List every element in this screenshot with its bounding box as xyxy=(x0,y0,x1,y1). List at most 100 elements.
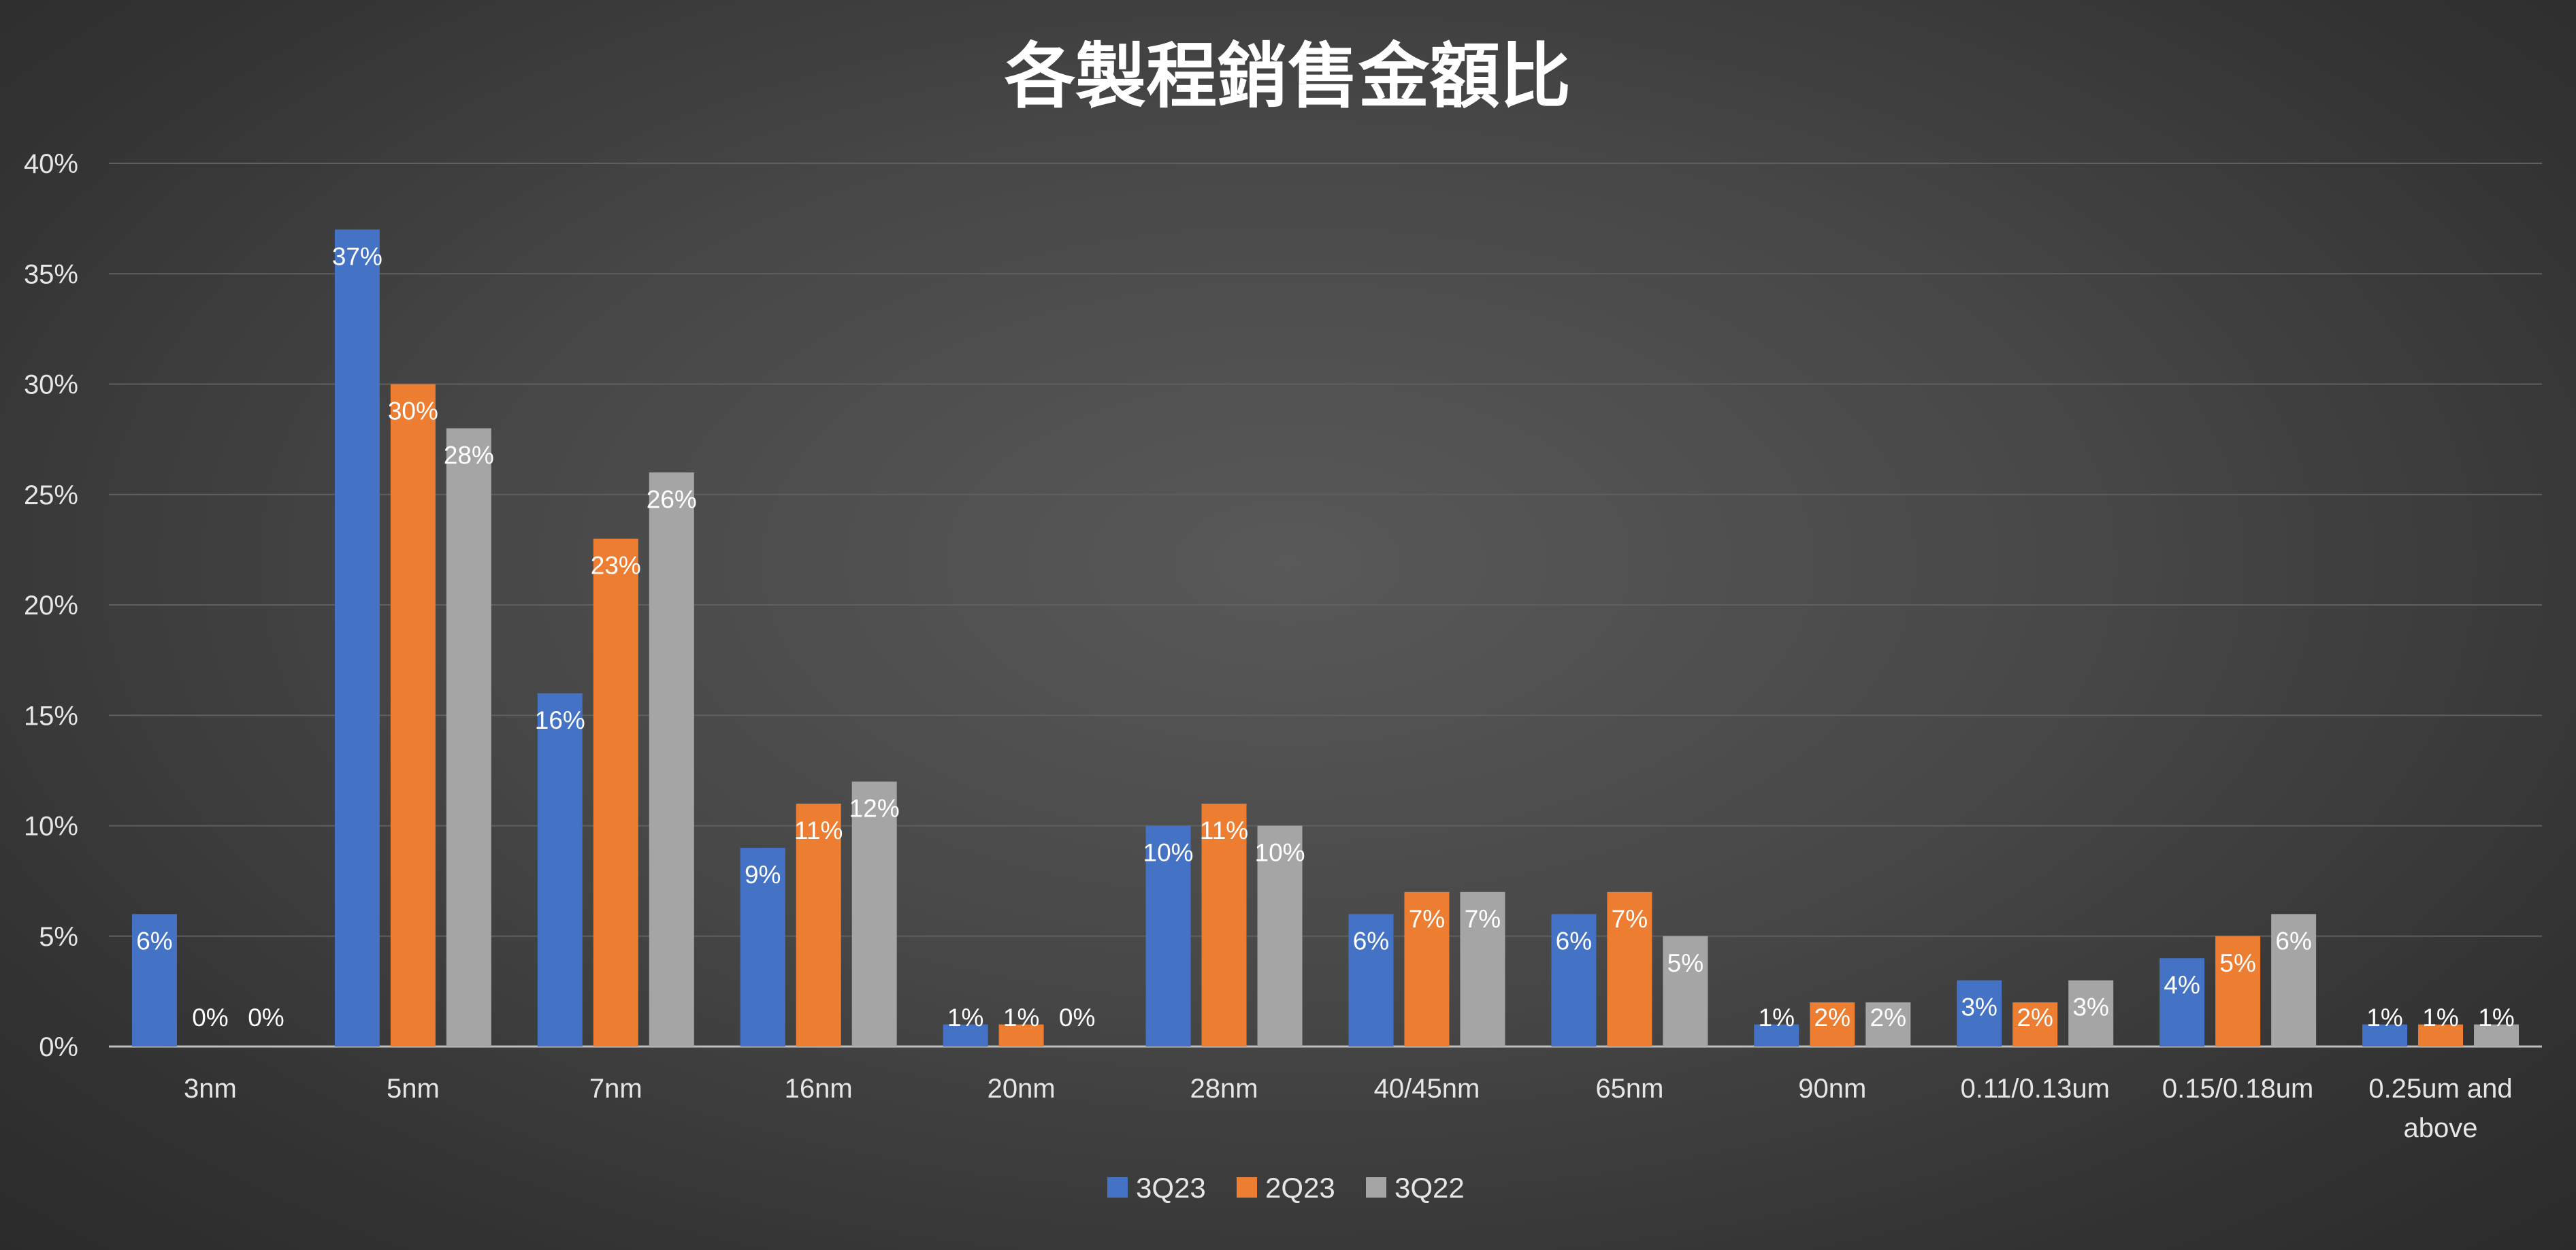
data-label: 5% xyxy=(2219,949,2255,977)
data-label: 1% xyxy=(2478,1004,2514,1032)
legend-swatch xyxy=(1107,1177,1128,1198)
bar-3q23-0 xyxy=(131,914,177,1047)
data-label: 0% xyxy=(248,1004,284,1032)
data-label: 0% xyxy=(192,1004,228,1032)
data-label: 7% xyxy=(1465,905,1501,933)
data-label: 30% xyxy=(388,397,438,425)
y-tick-label: 40% xyxy=(24,149,78,179)
bar-3q23-9 xyxy=(1957,980,2002,1047)
legend-item-3q22: 3Q22 xyxy=(1366,1172,1465,1204)
data-label: 23% xyxy=(591,552,641,580)
chart-title: 各製程銷售金額比 xyxy=(1005,35,1571,118)
data-label: 4% xyxy=(2164,971,2200,999)
bar-3q23-7 xyxy=(1551,914,1597,1047)
data-label: 6% xyxy=(2275,927,2311,955)
bar-3q22-9 xyxy=(2068,980,2114,1047)
data-label: 1% xyxy=(947,1004,983,1032)
data-label: 6% xyxy=(1353,927,1389,955)
bar-3q22-8 xyxy=(1865,1002,1911,1047)
data-label: 10% xyxy=(1255,839,1305,867)
x-category-label: 40/45nm xyxy=(1374,1074,1480,1104)
bar-2q23-11 xyxy=(2418,1024,2464,1047)
data-label: 3% xyxy=(1961,993,1997,1021)
data-label: 26% xyxy=(647,485,697,513)
legend-item-2q23: 2Q23 xyxy=(1237,1172,1335,1204)
data-label: 10% xyxy=(1143,839,1194,867)
bar-2q23-7 xyxy=(1607,891,1652,1047)
data-label: 11% xyxy=(794,817,843,844)
data-label: 3% xyxy=(2072,993,2108,1021)
data-label: 0% xyxy=(1059,1004,1095,1032)
y-tick-label: 30% xyxy=(24,370,78,400)
x-category-label: 65nm xyxy=(1595,1074,1663,1104)
data-label: 16% xyxy=(535,706,585,734)
bar-3q22-2 xyxy=(649,472,694,1047)
bar-2q23-2 xyxy=(593,538,638,1047)
bar-3q22-10 xyxy=(2271,914,2317,1047)
data-label: 7% xyxy=(1409,905,1445,933)
x-category-label: 20nm xyxy=(988,1074,1056,1104)
data-label: 5% xyxy=(1667,949,1703,977)
bar-3q23-4 xyxy=(943,1024,988,1047)
x-category-label: 7nm xyxy=(589,1074,642,1104)
data-label: 1% xyxy=(2366,1004,2402,1032)
data-label: 28% xyxy=(444,441,494,469)
y-tick-label: 15% xyxy=(24,701,78,731)
y-tick-label: 35% xyxy=(24,259,78,289)
bar-2q23-6 xyxy=(1404,891,1450,1047)
bar-3q22-3 xyxy=(851,781,897,1047)
x-category-label: 16nm xyxy=(785,1074,853,1104)
data-label: 1% xyxy=(1759,1004,1795,1032)
bar-2q23-8 xyxy=(1810,1002,1855,1047)
gridlines xyxy=(109,163,2542,1048)
data-label: 2% xyxy=(2017,1004,2053,1032)
bar-3q22-1 xyxy=(446,428,491,1047)
legend-label: 2Q23 xyxy=(1265,1172,1335,1204)
bar-2q23-9 xyxy=(2012,1002,2058,1047)
bar-2q23-4 xyxy=(998,1024,1044,1047)
bar-3q23-8 xyxy=(1754,1024,1799,1047)
legend-label: 3Q23 xyxy=(1136,1172,1206,1204)
legend-swatch xyxy=(1366,1177,1386,1198)
bar-2q23-10 xyxy=(2215,936,2261,1047)
bar-2q23-5 xyxy=(1201,804,1247,1047)
y-axis-ticks: 0% 5% 10% 15% 20% 25% 30% 35% 40% xyxy=(24,149,78,1062)
data-label: 1% xyxy=(1003,1004,1039,1032)
bar-3q23-3 xyxy=(740,847,785,1047)
data-label: 6% xyxy=(1556,927,1592,955)
data-label: 9% xyxy=(745,861,781,889)
x-category-label: 5nm xyxy=(387,1074,440,1104)
x-category-label: 0.11/0.13um xyxy=(1960,1074,2109,1104)
bar-3q23-11 xyxy=(2362,1024,2408,1047)
bar-3q23-6 xyxy=(1348,914,1394,1047)
bar-2q23-1 xyxy=(390,384,436,1047)
bar-3q22-11 xyxy=(2474,1024,2520,1047)
bar-3q23-1 xyxy=(334,229,380,1047)
data-label: 11% xyxy=(1200,817,1248,844)
data-label: 12% xyxy=(849,795,900,823)
y-tick-label: 25% xyxy=(24,480,78,510)
legend: 3Q23 2Q23 3Q22 xyxy=(1107,1172,1465,1204)
legend-swatch xyxy=(1237,1177,1257,1198)
legend-item-3q23: 3Q23 xyxy=(1107,1172,1206,1204)
bar-3q23-2 xyxy=(537,693,583,1047)
data-label: 2% xyxy=(1814,1004,1851,1032)
data-label: 37% xyxy=(332,242,382,270)
bar-3q22-5 xyxy=(1257,825,1303,1047)
x-category-label: 3nm xyxy=(184,1074,237,1104)
data-labels: 6%0% 0%37%30%28%16%23%26%9%11%12%1% 1% 0%10… xyxy=(136,242,2515,1032)
x-category-label: 90nm xyxy=(1798,1074,1866,1104)
x-category-label: 0.15/0.18um xyxy=(2162,1074,2313,1104)
x-axis-categories: 3nm 5nm 7nm 16nm 20nm 28nm 40/45nm 65nm 90nm 0.11… xyxy=(184,1074,2513,1143)
x-category-label: 28nm xyxy=(1190,1074,1258,1104)
bar-3q23-5 xyxy=(1145,825,1191,1047)
y-tick-label: 20% xyxy=(24,591,78,621)
data-label: 6% xyxy=(136,927,172,955)
data-label: 2% xyxy=(1870,1004,1906,1032)
y-tick-label: 5% xyxy=(39,922,78,952)
bars xyxy=(131,229,2520,1047)
bar-3q23-10 xyxy=(2159,958,2205,1047)
data-label: 7% xyxy=(1612,905,1648,933)
